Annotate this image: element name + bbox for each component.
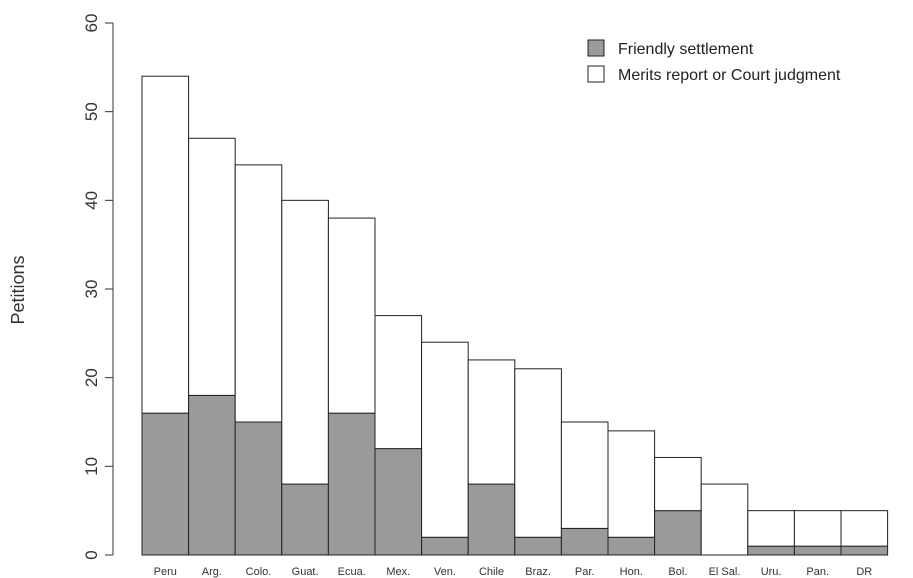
bar-merits-report xyxy=(840,510,889,547)
bar-friendly-settlement xyxy=(421,536,469,556)
x-tick-label: Ecua. xyxy=(338,566,366,578)
x-tick-label: Pan. xyxy=(806,566,829,578)
x-tick-label: Arg. xyxy=(202,566,222,578)
y-tick-label: 20 xyxy=(82,368,101,387)
y-tick-label: 30 xyxy=(82,280,101,299)
bars xyxy=(141,75,889,556)
bar-merits-report xyxy=(560,421,609,529)
x-tick-label: Chile xyxy=(479,566,504,578)
x-tick-label: Guat. xyxy=(292,566,319,578)
bar-merits-report xyxy=(793,510,842,547)
bar-friendly-settlement xyxy=(141,412,190,556)
y-axis: 0 10 20 30 40 50 60 xyxy=(82,14,114,560)
bar-friendly-settlement xyxy=(374,448,423,556)
bar-merits-report xyxy=(188,137,236,396)
bar-merits-report xyxy=(747,510,795,547)
legend-swatch xyxy=(587,65,605,83)
bar-merits-report xyxy=(654,456,702,512)
bar-friendly-settlement xyxy=(793,545,842,556)
y-tick-label: 40 xyxy=(82,191,101,210)
legend: Friendly settlement Merits report or Cour… xyxy=(587,39,841,84)
x-axis-tick-labels: Peru Arg. Colo. Guat. Ecua. Mex. Ven. Chile Braz… xyxy=(154,566,873,578)
bar-friendly-settlement xyxy=(327,412,376,556)
x-tick-label: Uru. xyxy=(761,566,782,578)
bar-merits-report xyxy=(141,75,190,414)
bar-friendly-settlement xyxy=(281,483,329,556)
legend-label: Merits report or Court judgment xyxy=(618,67,841,84)
bar-friendly-settlement xyxy=(467,483,516,556)
x-tick-label: DR xyxy=(856,566,872,578)
bar-merits-report xyxy=(234,164,283,423)
x-tick-label: Hon. xyxy=(620,566,643,578)
x-tick-label: Ven. xyxy=(434,566,456,578)
bar-friendly-settlement xyxy=(654,510,702,556)
bar-friendly-settlement xyxy=(840,545,889,556)
bar-merits-report xyxy=(514,368,562,538)
y-tick-label: 50 xyxy=(82,102,101,121)
x-tick-label: Braz. xyxy=(525,566,551,578)
bar-friendly-settlement xyxy=(234,421,283,556)
bar-friendly-settlement xyxy=(747,545,795,556)
bar-friendly-settlement xyxy=(188,394,236,556)
bar-merits-report xyxy=(374,315,423,450)
bar-friendly-settlement xyxy=(607,536,656,556)
bar-merits-report xyxy=(607,430,656,538)
x-tick-label: Peru xyxy=(154,566,177,578)
x-tick-label: El Sal. xyxy=(709,566,741,578)
bar-friendly-settlement xyxy=(514,536,562,556)
bar-merits-report xyxy=(700,483,749,556)
y-tick-label: 10 xyxy=(82,457,101,476)
x-tick-label: Bol. xyxy=(668,566,687,578)
y-tick-label: 0 xyxy=(82,550,101,559)
x-tick-label: Par. xyxy=(575,566,595,578)
x-tick-label: Mex. xyxy=(386,566,410,578)
bar-merits-report xyxy=(421,341,469,538)
bar-friendly-settlement xyxy=(560,527,609,556)
bar-merits-report xyxy=(467,359,516,485)
bar-merits-report xyxy=(281,199,329,485)
legend-swatch xyxy=(587,39,605,57)
bar-merits-report xyxy=(327,217,376,414)
y-tick-label: 60 xyxy=(82,14,101,33)
legend-label: Friendly settlement xyxy=(618,41,754,58)
x-tick-label: Colo. xyxy=(246,566,272,578)
y-axis-label: Petitions xyxy=(8,255,28,324)
